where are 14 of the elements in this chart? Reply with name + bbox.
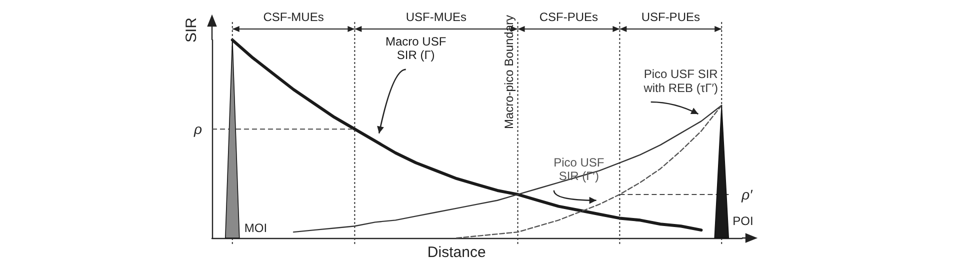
x-axis-title: Distance [427, 244, 486, 261]
annotation: POI [732, 214, 754, 228]
annotation: MOI [244, 221, 268, 235]
text: CSF-PUEs [539, 10, 598, 24]
series-label: Pico USF SIR with REB (τΓ′) [642, 67, 718, 95]
series-label: Pico USF SIR (Γ′) [554, 155, 604, 184]
text: USF-MUEs [406, 10, 467, 24]
text: Macro USF SIR (Γ) [386, 34, 446, 62]
text: CSF-MUEs [263, 10, 324, 24]
ref-line-label: ρ′ [740, 186, 754, 202]
y-axis-title: SIR [183, 17, 200, 43]
annotation: Macro-pico Boundary [502, 14, 516, 130]
ref-line-label: ρ [192, 121, 202, 138]
text: USF-PUEs [641, 10, 700, 24]
